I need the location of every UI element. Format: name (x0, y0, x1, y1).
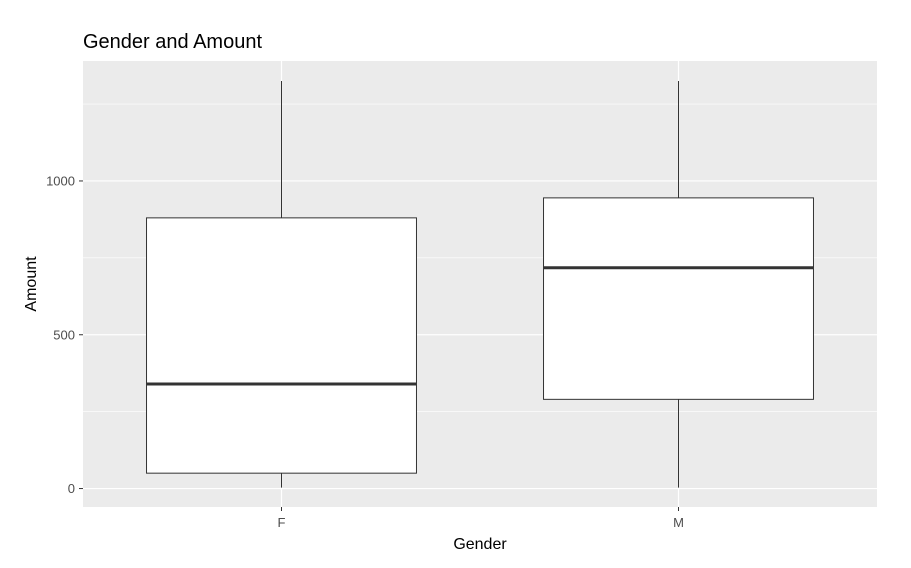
x-axis-title: Gender (453, 536, 507, 553)
y-tick-label: 500 (53, 327, 75, 342)
box-group-F (146, 80, 417, 488)
y-tick-label: 0 (68, 481, 75, 496)
box (543, 197, 814, 400)
y-axis-title: Amount (23, 256, 40, 312)
x-tick-label: M (673, 515, 684, 530)
axes: 0 500 1000 F M (46, 173, 684, 530)
x-tick-label: F (278, 515, 286, 530)
chart-title: Gender and Amount (83, 31, 262, 53)
boxes (146, 80, 814, 488)
box-group-M (543, 80, 814, 488)
box (146, 217, 417, 474)
y-tick-label: 1000 (46, 173, 75, 188)
